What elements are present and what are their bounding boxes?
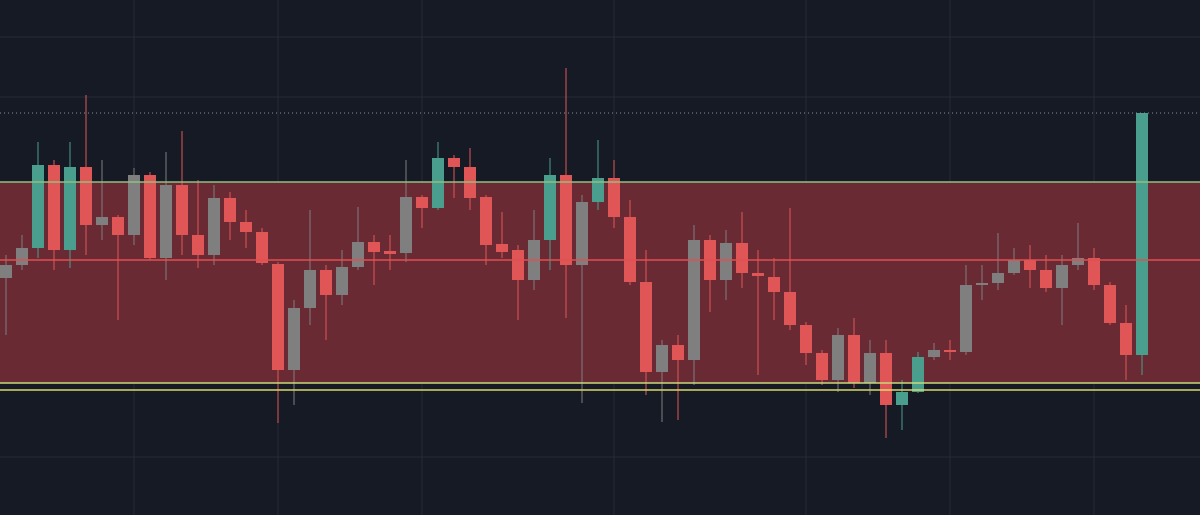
candle-body [672,345,684,360]
candle-body [1008,260,1020,273]
candle-body [656,345,668,372]
candle-body [896,392,908,405]
candle-body [1024,260,1036,270]
candle-body [1136,113,1148,355]
candle-body [272,264,284,370]
candle-body [240,222,252,232]
candle-body [144,175,156,258]
candle-body [912,357,924,392]
candle-body [1040,270,1052,288]
candle-body [496,244,508,252]
candle-body [368,242,380,252]
candle-body [0,265,12,278]
candle-body [720,243,732,280]
candle-body [80,167,92,225]
candle-body [576,202,588,265]
candle-body [832,335,844,380]
candle-body [784,292,796,325]
candle-body [1072,258,1084,265]
candle-body [400,197,412,253]
candle-body [16,248,28,265]
candle-body [848,335,860,383]
candle-body [432,158,444,208]
candle-body [752,273,764,276]
candle-body [864,353,876,383]
candle-body [480,197,492,245]
candle-body [256,232,268,263]
candle-body [112,217,124,235]
candle-body [992,273,1004,283]
candle-body [976,283,988,285]
candle-body [944,350,956,352]
candle-body [352,242,364,267]
candle-body [336,267,348,295]
candle-body [640,282,652,372]
candle-body [320,270,332,295]
candle-body [448,158,460,167]
candle-body [608,178,620,217]
candle-body [96,217,108,225]
candle-body [192,235,204,255]
candle-body [32,165,44,248]
candle-body [1056,265,1068,288]
candle-body [624,217,636,282]
candle-body [768,277,780,292]
candle-body [1088,258,1100,285]
candle-body [208,198,220,255]
candle-body [592,178,604,202]
candle-body [816,353,828,380]
candle-body [880,353,892,405]
candle-body [288,308,300,370]
candle-body [304,270,316,308]
candle-body [416,197,428,208]
candle-body [176,185,188,235]
candle-body [48,165,60,250]
candle-body [560,175,572,265]
candle-body [64,167,76,250]
candle-body [1104,285,1116,323]
candle-body [160,185,172,258]
candle-body [688,240,700,360]
candle-body [512,250,524,280]
candle-body [800,325,812,353]
candle-body [224,198,236,222]
candle-body [384,251,396,254]
candle-body [544,175,556,240]
candle-body [928,350,940,357]
candle-body [1120,323,1132,355]
candle-body [736,243,748,273]
candle-body [128,175,140,235]
candle-body [960,285,972,352]
